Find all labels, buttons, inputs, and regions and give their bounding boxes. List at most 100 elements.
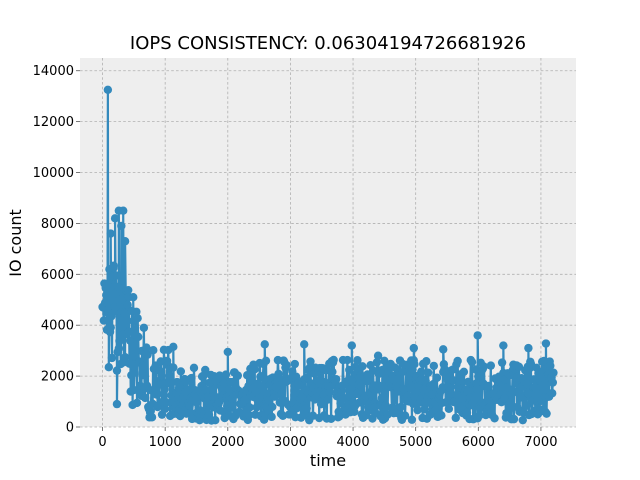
x-tick-label: 7000 — [524, 435, 557, 450]
data-point — [138, 371, 146, 379]
data-point — [165, 379, 173, 387]
data-point — [422, 357, 430, 365]
data-point — [106, 229, 114, 237]
data-point — [549, 378, 557, 386]
data-point — [378, 394, 386, 402]
data-point — [169, 363, 177, 371]
y-tick-label: 14000 — [33, 64, 74, 79]
x-tick-label: 1000 — [149, 435, 182, 450]
data-point — [396, 403, 404, 411]
y-tick-label: 2000 — [41, 370, 74, 385]
data-point — [140, 324, 148, 332]
x-axis-label: time — [310, 451, 346, 470]
data-point — [524, 344, 532, 352]
data-point — [430, 362, 438, 370]
data-point — [433, 374, 441, 382]
chart-title: IOPS CONSISTENCY: 0.06304194726681926 — [130, 33, 526, 54]
data-point — [358, 362, 366, 370]
data-point — [439, 345, 447, 353]
data-point — [100, 316, 108, 324]
y-tick-label: 12000 — [33, 115, 74, 130]
data-point — [187, 374, 195, 382]
data-point — [105, 363, 113, 371]
data-point — [133, 314, 141, 322]
data-point — [224, 348, 232, 356]
data-point — [375, 382, 383, 390]
data-point — [291, 360, 299, 368]
data-point — [548, 389, 556, 397]
x-tick-label: 2000 — [211, 435, 244, 450]
data-point — [103, 281, 111, 289]
y-tick-label: 0 — [66, 421, 74, 436]
data-point — [149, 346, 157, 354]
data-point — [121, 237, 129, 245]
x-tick-label: 0 — [98, 435, 106, 450]
data-point — [165, 371, 173, 379]
data-point — [125, 359, 133, 367]
data-point — [102, 291, 110, 299]
data-point — [499, 341, 507, 349]
data-point — [262, 357, 270, 365]
data-point — [328, 368, 336, 376]
data-point — [129, 293, 137, 301]
data-point — [261, 340, 269, 348]
data-point — [134, 333, 142, 341]
data-point — [408, 416, 416, 424]
data-point — [190, 364, 198, 372]
data-point — [424, 368, 432, 376]
data-point — [111, 214, 119, 222]
data-point — [234, 371, 242, 379]
y-tick-label: 8000 — [41, 217, 74, 232]
data-point — [177, 367, 185, 375]
data-point — [498, 358, 506, 366]
data-point — [549, 368, 557, 376]
x-tick-label: 3000 — [274, 435, 307, 450]
data-point — [445, 405, 453, 413]
y-axis-label: IO count — [6, 209, 25, 277]
data-point — [542, 339, 550, 347]
data-point — [437, 411, 445, 419]
data-point — [133, 399, 141, 407]
data-point — [211, 416, 219, 424]
data-point — [241, 396, 249, 404]
data-point — [484, 382, 492, 390]
data-point — [460, 368, 468, 376]
data-point — [141, 394, 149, 402]
data-point — [277, 389, 285, 397]
data-point — [542, 409, 550, 417]
y-tick-label: 6000 — [41, 268, 74, 283]
data-point — [453, 357, 461, 365]
data-point — [110, 262, 118, 270]
data-point — [410, 360, 418, 368]
data-point — [169, 343, 177, 351]
data-point — [112, 271, 120, 279]
data-point — [532, 384, 540, 392]
data-point — [139, 362, 147, 370]
data-point — [510, 415, 518, 423]
data-point — [104, 86, 112, 94]
data-point — [117, 222, 125, 230]
data-point — [487, 361, 495, 369]
data-point — [126, 336, 134, 344]
data-point — [115, 344, 123, 352]
data-point — [410, 344, 418, 352]
data-point — [473, 385, 481, 393]
data-point — [353, 390, 361, 398]
x-tick-label: 4000 — [337, 435, 370, 450]
data-point — [222, 370, 230, 378]
y-tick-label: 4000 — [41, 319, 74, 334]
x-tick-label: 5000 — [399, 435, 432, 450]
data-point — [120, 309, 128, 317]
data-point — [452, 414, 460, 422]
data-point — [157, 371, 165, 379]
data-point — [303, 404, 311, 412]
data-point — [313, 376, 321, 384]
data-point — [406, 384, 414, 392]
data-point — [473, 331, 481, 339]
data-point — [300, 340, 308, 348]
data-point — [332, 375, 340, 383]
data-point — [125, 327, 133, 335]
data-point — [329, 356, 337, 364]
data-point — [148, 413, 156, 421]
